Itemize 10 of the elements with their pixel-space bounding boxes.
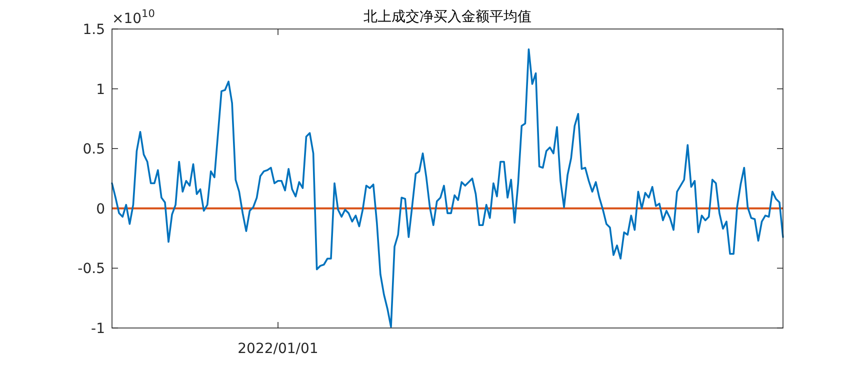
y-tick-label: 1 (96, 82, 105, 98)
text: ×10$^{10}$ (112, 8, 155, 27)
y-tick-label: -1 (91, 321, 105, 337)
chart-title: 北上成交净买入金额平均值 (364, 9, 532, 25)
y-tick-label: 0 (96, 201, 105, 218)
y-tick-label: 1.5 (82, 22, 105, 38)
y-tick-label: 0.5 (82, 142, 105, 158)
y-tick-label: -0.5 (78, 261, 105, 278)
text: 2022/01/01 (238, 341, 318, 357)
line-series (111, 48, 784, 328)
